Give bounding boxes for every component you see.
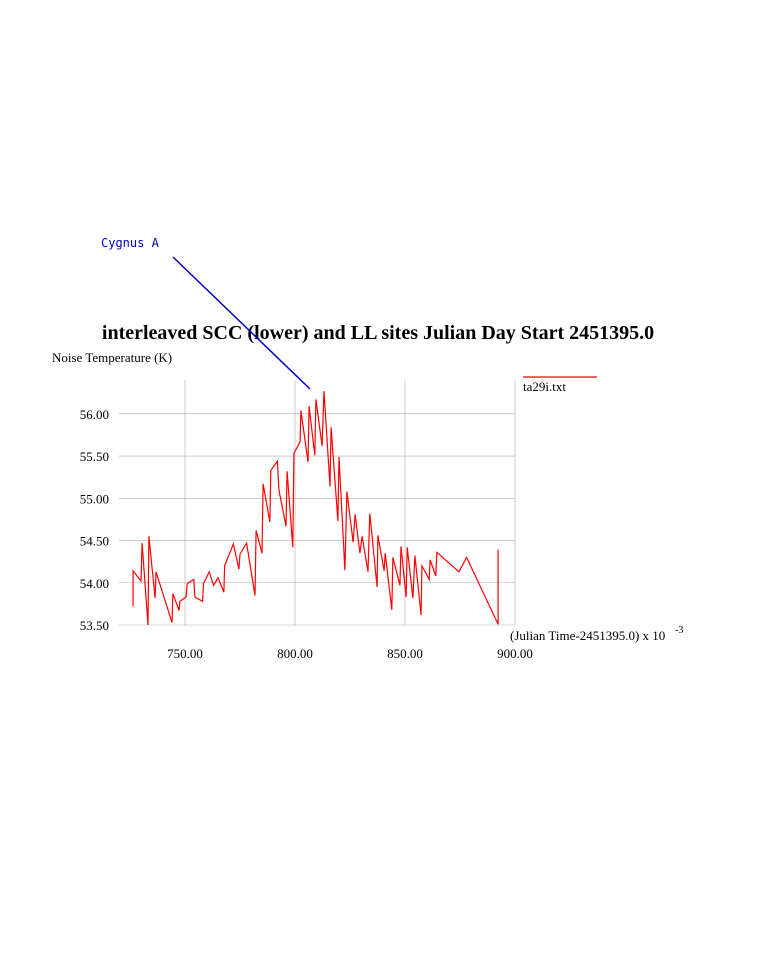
legend-label: ta29i.txt: [523, 379, 566, 394]
x-axis-label-exponent: -3: [675, 625, 683, 636]
chart-title: interleaved SCC (lower) and LL sites Jul…: [102, 322, 654, 344]
y-tick-label: 53.50: [80, 618, 109, 633]
x-tick-label: 900.00: [497, 646, 533, 661]
data-line: [132, 390, 499, 626]
x-tick-label: 750.00: [167, 646, 203, 661]
annotation-pointer: [172, 256, 311, 390]
y-tick-label: 54.50: [80, 534, 109, 549]
y-axis-label: Noise Temperature (K): [52, 350, 172, 365]
x-axis-label: (Julian Time-2451395.0) x 10: [510, 628, 665, 643]
y-tick-label: 56.00: [80, 407, 109, 422]
annotation: Cygnus A: [101, 236, 160, 250]
x-tick-label: 850.00: [387, 646, 423, 661]
y-tick-label: 55.50: [80, 449, 109, 464]
y-tick-label: 54.00: [80, 576, 109, 591]
x-tick-label: 800.00: [277, 646, 313, 661]
y-tick-label: 55.00: [80, 491, 109, 506]
